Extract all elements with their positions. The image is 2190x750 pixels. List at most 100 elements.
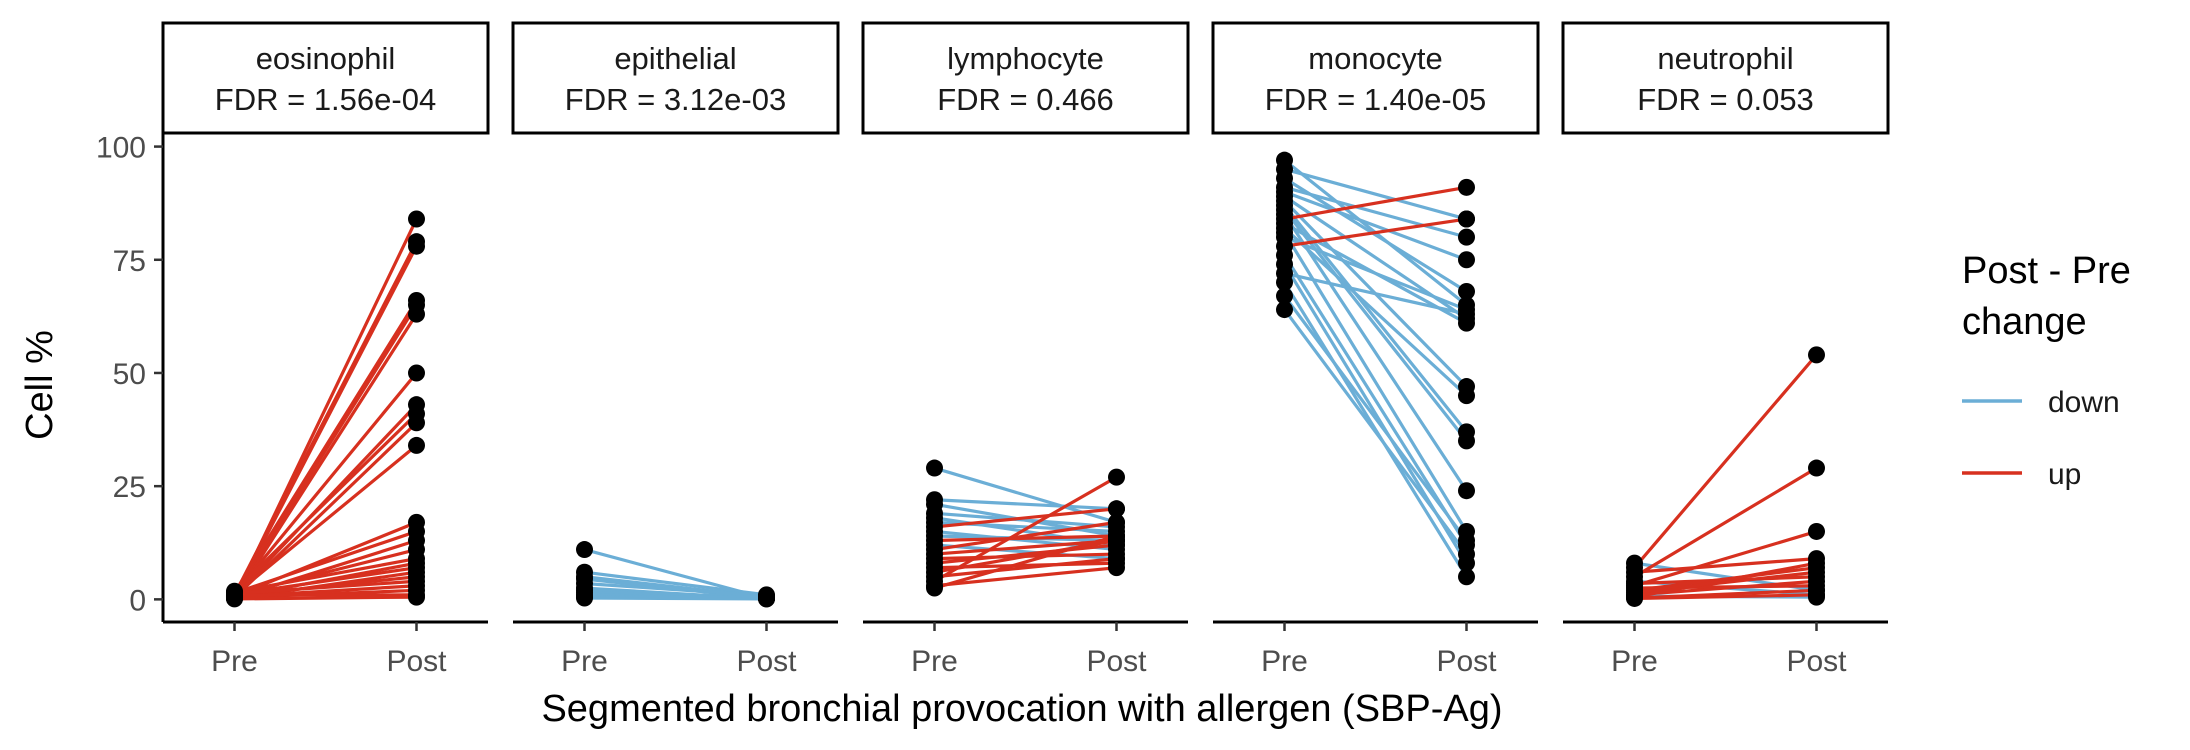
segment-neutrophil-6	[1632, 529, 1819, 588]
point-post-eosinophil-2	[408, 237, 425, 255]
point-post-monocyte-3	[1458, 228, 1475, 246]
point-pre-neutrophil-14	[1626, 589, 1643, 607]
legend-label-down: down	[2048, 386, 2120, 419]
x-tick-label-epithelial-post: Post	[736, 645, 797, 678]
facet-label-eosinophil: eosinophil	[256, 41, 396, 76]
segment-monocyte-18	[1282, 271, 1469, 316]
point-post-monocyte-10	[1458, 178, 1475, 196]
segment-eosinophil-20	[232, 579, 419, 596]
legend-title-line2: change	[1962, 301, 2087, 343]
y-tick-label-100: 100	[96, 132, 146, 165]
segment-neutrophil-3	[1632, 466, 1819, 579]
segment-monocyte-21	[1282, 307, 1469, 556]
point-post-eosinophil-9	[408, 414, 425, 432]
facet-strip-eosinophil	[161, 21, 490, 135]
segment-lymphocyte-19	[932, 566, 1119, 588]
segment-monocyte-10	[1282, 185, 1469, 221]
x-axis-title: Segmented bronchial provocation with all…	[541, 688, 1502, 730]
segment-eosinophil-12	[232, 529, 419, 595]
segment-monocyte-13	[1282, 231, 1469, 534]
segment-lymphocyte-3	[932, 511, 1119, 529]
facet-eosinophil: eosinophil FDR = 1.56e-04 Pre Post	[161, 21, 490, 678]
point-post-neutrophil-6	[1808, 522, 1825, 540]
point-pre-monocyte-19	[1276, 273, 1293, 291]
point-post-eosinophil-5	[408, 305, 425, 323]
point-post-neutrophil-12	[1808, 554, 1825, 572]
point-post-monocyte-8	[1458, 432, 1475, 450]
point-post-monocyte-2	[1458, 282, 1475, 300]
segment-monocyte-12	[1282, 226, 1469, 398]
facet-fdr-epithelial: FDR = 3.12e-03	[565, 82, 786, 117]
segment-lymphocyte-12	[932, 538, 1119, 556]
facet-strip-lymphocyte	[861, 21, 1190, 135]
segment-epithelial-4	[582, 581, 769, 598]
segment-monocyte-3	[1282, 185, 1469, 239]
segment-eosinophil-3	[232, 298, 419, 595]
x-tick-label-lymphocyte-post: Post	[1086, 645, 1147, 678]
point-post-neutrophil-14	[1808, 586, 1825, 604]
segment-monocyte-14	[1282, 235, 1469, 312]
legend-title-line1: Post - Pre	[1962, 250, 2131, 292]
facet-strip-neutrophil	[1561, 21, 1890, 135]
point-post-eosinophil-24	[408, 588, 425, 606]
segment-neutrophil-2	[1632, 557, 1819, 574]
segment-eosinophil-5	[232, 312, 419, 601]
point-post-neutrophil-3	[1808, 459, 1825, 477]
x-tick-label-monocyte-post: Post	[1436, 645, 1497, 678]
point-pre-lymphocyte-20	[926, 579, 943, 597]
point-pre-lymphocyte-0	[926, 459, 943, 477]
point-post-monocyte-18	[1458, 305, 1475, 323]
segment-lymphocyte-20	[932, 534, 1119, 590]
facet-strip-epithelial	[511, 21, 840, 135]
point-post-eosinophil-0	[408, 210, 425, 228]
y-axis-title: Cell %	[19, 330, 61, 440]
segment-eosinophil-8	[232, 412, 419, 593]
x-tick-label-lymphocyte-pre: Pre	[911, 645, 958, 678]
segment-lymphocyte-14	[932, 543, 1119, 565]
segment-neutrophil-1	[1632, 353, 1819, 570]
segment-lymphocyte-1	[932, 498, 1119, 511]
y-axis: 0 25 50 75 100	[96, 132, 165, 622]
point-post-lymphocyte-6	[1108, 500, 1125, 518]
facet-fdr-monocyte: FDR = 1.40e-05	[1265, 82, 1486, 117]
point-post-eosinophil-6	[408, 364, 425, 382]
segment-lymphocyte-17	[932, 557, 1119, 579]
segment-epithelial-10	[582, 596, 769, 601]
segment-lymphocyte-6	[932, 507, 1119, 529]
facet-label-epithelial: epithelial	[614, 41, 736, 76]
segment-lymphocyte-18	[932, 475, 1119, 583]
legend-label-up: up	[2048, 458, 2081, 491]
segment-eosinophil-10	[232, 443, 419, 597]
point-pre-eosinophil-24	[226, 590, 243, 608]
facet-fdr-eosinophil: FDR = 1.56e-04	[215, 82, 436, 117]
point-post-eosinophil-10	[408, 436, 425, 454]
segment-lymphocyte-11	[932, 520, 1119, 552]
point-pre-epithelial-10	[576, 589, 593, 607]
segment-eosinophil-2	[232, 244, 419, 599]
x-tick-label-neutrophil-pre: Pre	[1611, 645, 1658, 678]
point-pre-epithelial-0	[576, 541, 593, 559]
point-pre-monocyte-20	[1276, 287, 1293, 305]
y-tick-label-75: 75	[113, 245, 146, 278]
point-post-lymphocyte-19	[1108, 559, 1125, 577]
facet-monocyte: monocyte FDR = 1.40e-05 Pre Post	[1211, 21, 1540, 678]
y-tick-label-0: 0	[129, 584, 146, 617]
point-post-monocyte-21	[1458, 545, 1475, 563]
facet-strip-monocyte	[1211, 21, 1540, 135]
point-post-monocyte-4	[1458, 251, 1475, 269]
segment-neutrophil-12	[1632, 561, 1819, 599]
point-post-epithelial-10	[758, 590, 775, 608]
segment-eosinophil-24	[232, 595, 419, 601]
segment-lymphocyte-9	[932, 534, 1119, 543]
segment-monocyte-9	[1282, 212, 1469, 493]
x-tick-label-eosinophil-post: Post	[386, 645, 447, 678]
facet-epithelial: epithelial FDR = 3.12e-03 Pre Post	[511, 21, 840, 678]
x-tick-label-eosinophil-pre: Pre	[211, 645, 258, 678]
x-tick-label-neutrophil-post: Post	[1786, 645, 1847, 678]
segment-monocyte-4	[1282, 190, 1469, 262]
x-tick-label-epithelial-pre: Pre	[561, 645, 608, 678]
point-post-monocyte-20	[1458, 532, 1475, 549]
facet-neutrophil: neutrophil FDR = 0.053 Pre Post	[1561, 21, 1890, 678]
